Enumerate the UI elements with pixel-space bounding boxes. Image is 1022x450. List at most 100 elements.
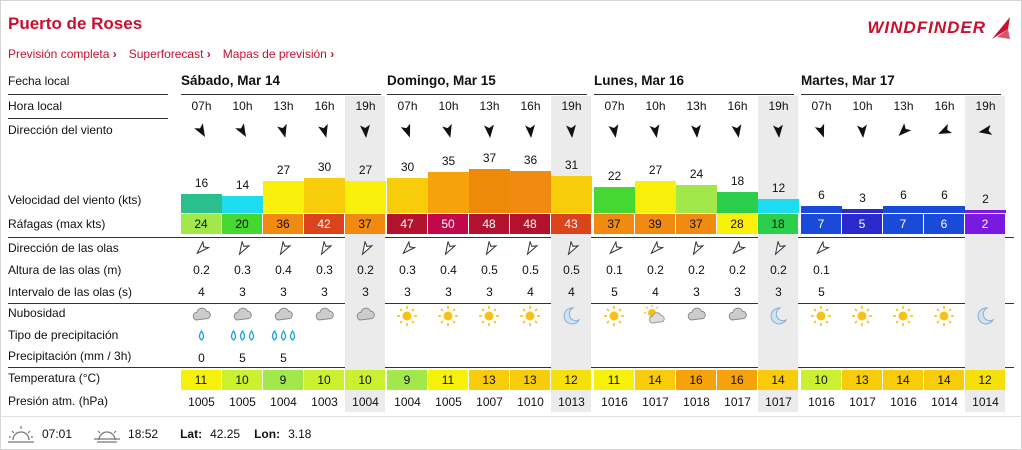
wave-height-value: 0.2 — [647, 263, 664, 277]
wind-direction-arrow-icon — [758, 122, 799, 140]
wind-speed-value: 12 — [771, 181, 786, 195]
label-gusts: Ráfagas (max kts) — [8, 217, 106, 231]
temperature-value: 14 — [883, 370, 923, 390]
wind-speed-bar — [965, 210, 1006, 213]
wind-speed-value: 16 — [194, 176, 209, 190]
wave-direction-icon — [758, 241, 799, 257]
nav-forecast-maps[interactable]: Mapas de previsión — [223, 47, 334, 61]
section-divider — [8, 237, 1014, 238]
pressure-value: 1017 — [642, 395, 669, 409]
rain-drop-icon — [222, 328, 263, 344]
wave-height-value: 0.5 — [563, 263, 580, 277]
temperature-value: 10 — [801, 370, 841, 390]
label-wave-height: Altura de las olas (m) — [8, 263, 122, 277]
rain-drop-icon — [181, 328, 222, 344]
day-divider — [387, 94, 587, 95]
wave-direction-icon — [510, 241, 551, 257]
wind-speed-value: 27 — [276, 163, 291, 177]
moon-icon — [965, 305, 1006, 327]
wind-speed-bar — [510, 171, 551, 213]
wave-interval-value: 4 — [652, 285, 659, 299]
wave-height-value: 0.3 — [399, 263, 416, 277]
wind-speed-bar — [842, 209, 883, 213]
wind-direction-arrow-icon — [924, 122, 965, 140]
wind-direction-arrow-icon — [635, 122, 676, 140]
hour-cell: 16h — [520, 99, 541, 113]
hour-cell: 16h — [314, 99, 335, 113]
wind-direction-arrow-icon — [883, 122, 924, 140]
hour-cell: 13h — [479, 99, 500, 113]
sunset-icon — [94, 430, 121, 443]
wave-interval-value: 4 — [527, 285, 534, 299]
hour-cell: 16h — [727, 99, 748, 113]
wind-speed-bar — [428, 172, 469, 213]
wind-speed-value: 24 — [689, 167, 704, 181]
temperature-value: 13 — [842, 370, 882, 390]
longitude-value: 3.18 — [288, 426, 312, 441]
pressure-value: 1013 — [558, 395, 585, 409]
sun-icon — [469, 305, 510, 327]
hour-cell: 19h — [355, 99, 376, 113]
wind-speed-value: 30 — [400, 160, 415, 174]
temperature-value: 14 — [758, 370, 798, 390]
gust-value: 37 — [594, 214, 634, 234]
wind-direction-arrow-icon — [801, 122, 842, 140]
gust-value: 37 — [676, 214, 716, 234]
wind-speed-bar — [551, 176, 592, 213]
wave-interval-value: 3 — [445, 285, 452, 299]
wave-direction-icon — [594, 241, 635, 257]
nav-superforecast[interactable]: Superforecast — [129, 47, 211, 61]
sun-icon — [428, 305, 469, 327]
lon-label: Lon: — [254, 426, 281, 441]
hour-cell: 10h — [852, 99, 873, 113]
temperature-value: 16 — [676, 370, 716, 390]
wave-interval-value: 3 — [486, 285, 493, 299]
row-divider — [8, 94, 168, 95]
day-header: Sábado, Mar 14 — [181, 73, 281, 88]
wave-interval-value: 3 — [775, 285, 782, 299]
day-header: Domingo, Mar 15 — [387, 73, 496, 88]
wind-direction-arrow-icon — [965, 122, 1006, 140]
wind-speed-value: 14 — [235, 178, 250, 192]
temperature-value: 12 — [965, 370, 1005, 390]
gust-value: 28 — [717, 214, 757, 234]
pressure-value: 1014 — [931, 395, 958, 409]
wave-direction-icon — [181, 241, 222, 257]
wave-height-value: 0.3 — [234, 263, 251, 277]
wind-direction-arrow-icon — [510, 122, 551, 140]
wind-speed-value: 27 — [358, 163, 373, 177]
night-column-shade — [345, 96, 385, 412]
wind-direction-arrow-icon — [428, 122, 469, 140]
label-cloud-cover: Nubosidad — [8, 306, 66, 320]
wind-speed-value: 31 — [564, 158, 579, 172]
gust-value: 39 — [635, 214, 675, 234]
wave-direction-icon — [551, 241, 592, 257]
pressure-value: 1007 — [476, 395, 503, 409]
pressure-value: 1016 — [808, 395, 835, 409]
night-column-shade — [551, 96, 591, 412]
wave-direction-icon — [304, 241, 345, 257]
sunrise-time: 07:01 — [42, 426, 73, 441]
wind-speed-value: 22 — [607, 169, 622, 183]
label-wind-direction: Dirección del viento — [8, 123, 113, 137]
gust-value: 50 — [428, 214, 468, 234]
wave-direction-icon — [345, 241, 386, 257]
wind-speed-bar — [345, 181, 386, 213]
wave-interval-value: 3 — [280, 285, 287, 299]
pressure-value: 1017 — [765, 395, 792, 409]
hour-cell: 10h — [438, 99, 459, 113]
wind-speed-bar — [758, 199, 799, 213]
pressure-value: 1010 — [517, 395, 544, 409]
nav-full-forecast[interactable]: Previsión completa — [8, 47, 117, 61]
cloudy-icon — [717, 305, 758, 327]
wave-height-value: 0.2 — [729, 263, 746, 277]
wave-height-value: 0.4 — [275, 263, 292, 277]
hour-cell: 13h — [273, 99, 294, 113]
windfinder-logo[interactable]: WINDFINDER — [867, 14, 1014, 42]
sunrise-icon — [8, 425, 34, 443]
day-divider — [594, 94, 794, 95]
night-column-shade — [758, 96, 798, 412]
cloudy-icon — [676, 305, 717, 327]
hour-cell: 19h — [975, 99, 996, 113]
wave-direction-icon — [676, 241, 717, 257]
